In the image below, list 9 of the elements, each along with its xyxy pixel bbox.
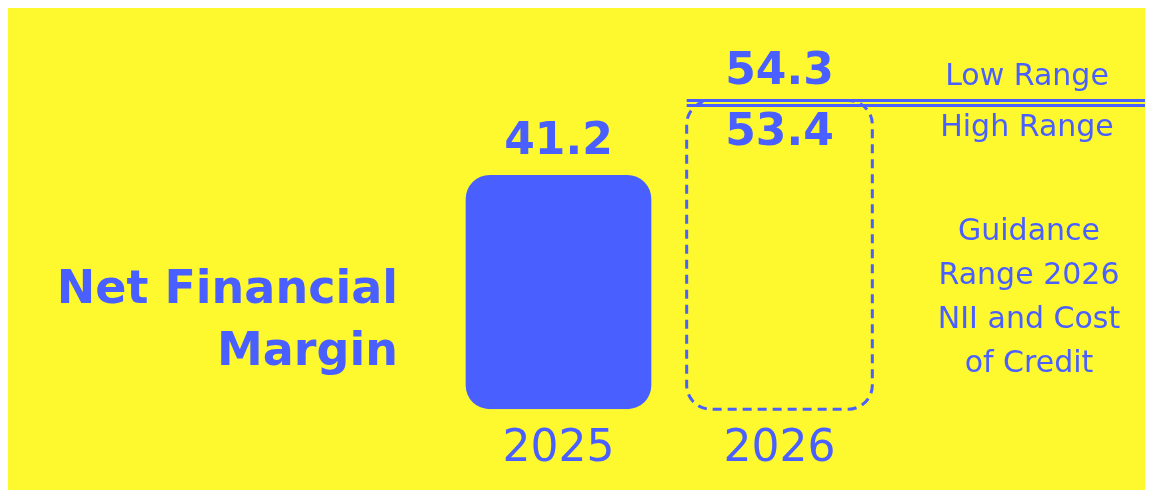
ref-line-label: High Range bbox=[940, 108, 1114, 144]
annotation: 53.4 bbox=[725, 103, 834, 155]
text: Guidance Range 2026 NII and Cost of Credit bbox=[936, 211, 1122, 381]
ref-line-label: Low Range bbox=[945, 57, 1109, 93]
annotation: 54.3 bbox=[725, 42, 834, 94]
x-tick-label: 2025 bbox=[502, 420, 615, 472]
data-label: 41.2 bbox=[504, 113, 613, 165]
x-tick-label: 2026 bbox=[723, 420, 836, 472]
text: Net Financial Margin bbox=[55, 259, 398, 378]
